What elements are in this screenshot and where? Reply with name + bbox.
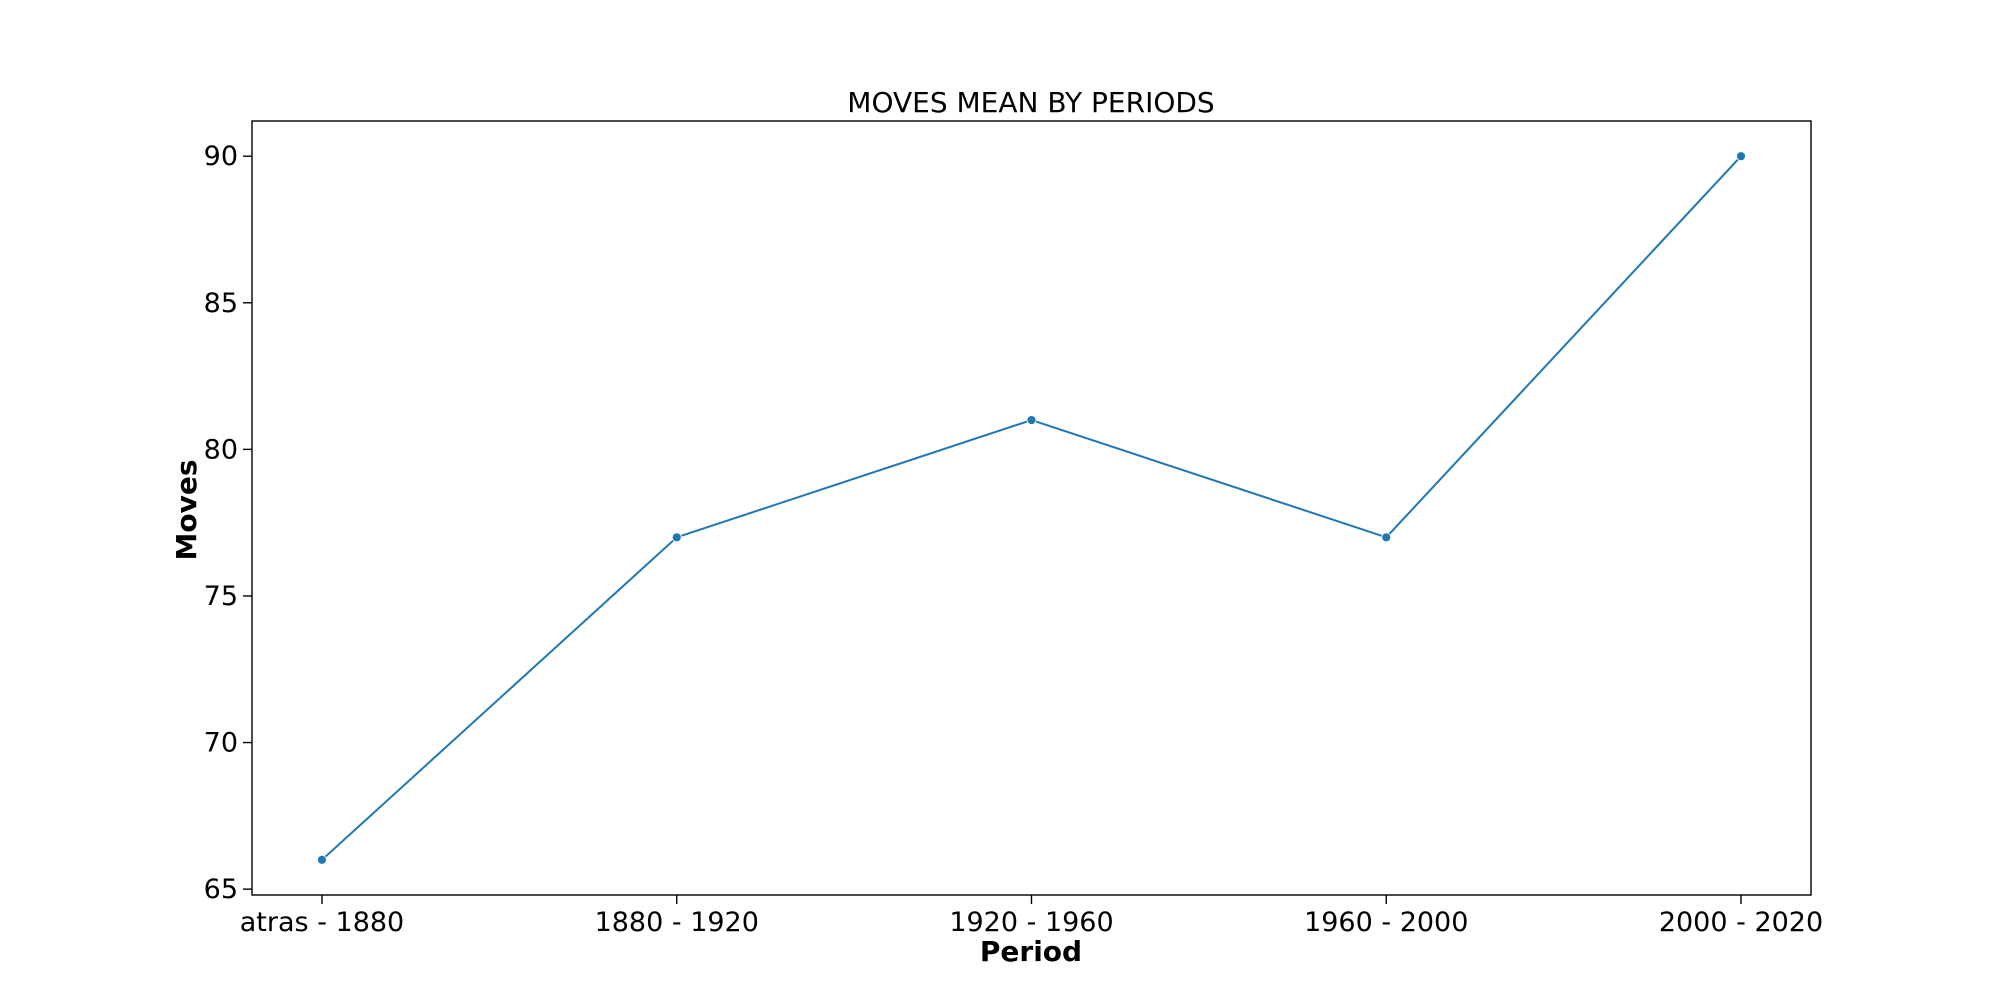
y-tick-label: 70 xyxy=(204,728,238,759)
y-tick-label: 65 xyxy=(204,874,238,905)
data-point xyxy=(317,854,327,865)
x-tick-label: 1960 - 2000 xyxy=(1304,907,1468,938)
y-tick-label: 90 xyxy=(204,141,238,172)
data-point xyxy=(1026,415,1037,425)
series-layer xyxy=(317,151,1746,865)
y-tick-label: 80 xyxy=(204,434,238,465)
series-line xyxy=(321,155,1742,861)
y-axis-label: Moves xyxy=(170,459,203,560)
x-tick-label: 1880 - 1920 xyxy=(595,907,759,938)
data-point xyxy=(1736,151,1746,162)
plot-area-frame xyxy=(251,120,1812,896)
y-tick-label: 85 xyxy=(204,288,238,319)
data-point xyxy=(671,532,682,543)
x-tick-label: 2000 - 2020 xyxy=(1659,907,1823,938)
y-axis: 65 70 75 80 85 90 xyxy=(204,141,252,905)
x-tick-label: atras - 1880 xyxy=(240,907,404,938)
y-tick-label: 75 xyxy=(204,581,238,612)
data-point xyxy=(1381,532,1392,543)
x-tick-label: 1920 - 1960 xyxy=(949,907,1113,938)
x-axis: atras - 1880 1880 - 1920 1920 - 1960 1960 -… xyxy=(240,895,1823,938)
x-axis-label: Period xyxy=(980,935,1082,968)
chart-title: MOVES MEAN BY PERIODS xyxy=(847,86,1214,119)
